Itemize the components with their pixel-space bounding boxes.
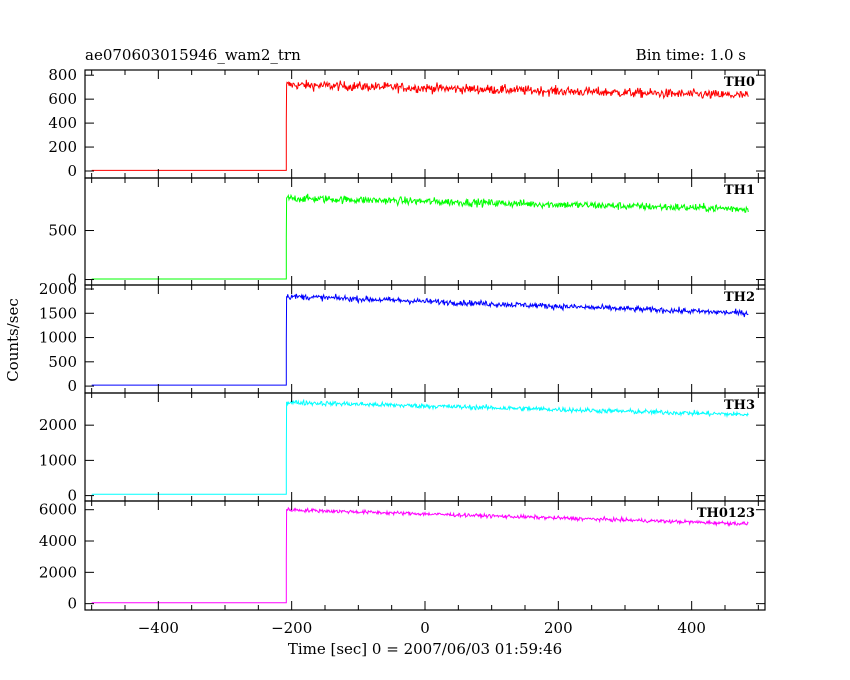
y-tick-label: 800 — [48, 66, 77, 84]
panel-label-th0: TH0 — [724, 75, 755, 90]
x-tick-label: 400 — [677, 619, 706, 637]
panel-frame — [84, 392, 766, 502]
series-line-th1 — [91, 193, 749, 280]
panel-th1: 0 500 TH1 — [48, 177, 766, 289]
y-tick-label: 6000 — [39, 501, 77, 519]
y-tick-label: 1000 — [39, 329, 77, 347]
plot-title: ae070603015946_wam2_trn — [85, 46, 301, 64]
panel-frame — [84, 69, 766, 179]
x-tick-label: 200 — [544, 619, 573, 637]
series-line-th0123 — [91, 506, 749, 604]
bin-time-label: Bin time: 1.0 s — [636, 46, 746, 64]
y-tick-label: 0 — [67, 595, 77, 613]
x-tick-label: −200 — [271, 619, 312, 637]
y-tick-label: 0 — [67, 377, 77, 395]
series-line-th3 — [91, 398, 749, 495]
series-line-th0 — [91, 79, 749, 171]
panel-th0: 0 200 400 600 800 TH0 — [48, 66, 766, 180]
y-tick-label: 400 — [48, 114, 77, 132]
panel-label-th2: TH2 — [724, 290, 755, 305]
panel-frame — [84, 177, 766, 286]
panel-label-th0123: TH0123 — [697, 506, 755, 521]
y-tick-label: 1000 — [39, 451, 77, 469]
y-tick-label: 200 — [48, 138, 77, 156]
panel-th0123: 0 2000 4000 6000 TH0123 — [39, 500, 766, 613]
y-tick-label: 2000 — [39, 563, 77, 581]
panel-th2: 0 500 1000 1500 2000 TH2 — [39, 280, 766, 395]
y-tick-label: 2000 — [39, 416, 77, 434]
panel-th3: 0 1000 2000 TH3 — [39, 392, 766, 505]
y-tick-label: 2000 — [39, 280, 77, 298]
panel-frame — [84, 500, 766, 611]
panel-frame — [84, 284, 766, 394]
y-tick-label: 500 — [48, 222, 77, 240]
x-tick-label: −400 — [138, 619, 179, 637]
y-tick-label: 4000 — [39, 532, 77, 550]
y-axis-label: Counts/sec — [4, 298, 22, 382]
y-tick-label: 600 — [48, 90, 77, 108]
y-tick-label: 0 — [67, 487, 77, 505]
panel-label-th3: TH3 — [724, 398, 755, 413]
y-tick-label: 1500 — [39, 304, 77, 322]
series-line-th2 — [91, 293, 749, 386]
x-axis-label: Time [sec] 0 = 2007/06/03 01:59:46 — [288, 640, 562, 658]
y-tick-label: 0 — [67, 271, 77, 289]
y-tick-label: 500 — [48, 353, 77, 371]
y-tick-label: 0 — [67, 162, 77, 180]
x-tick-label: 0 — [420, 619, 430, 637]
panel-label-th1: TH1 — [724, 183, 755, 198]
